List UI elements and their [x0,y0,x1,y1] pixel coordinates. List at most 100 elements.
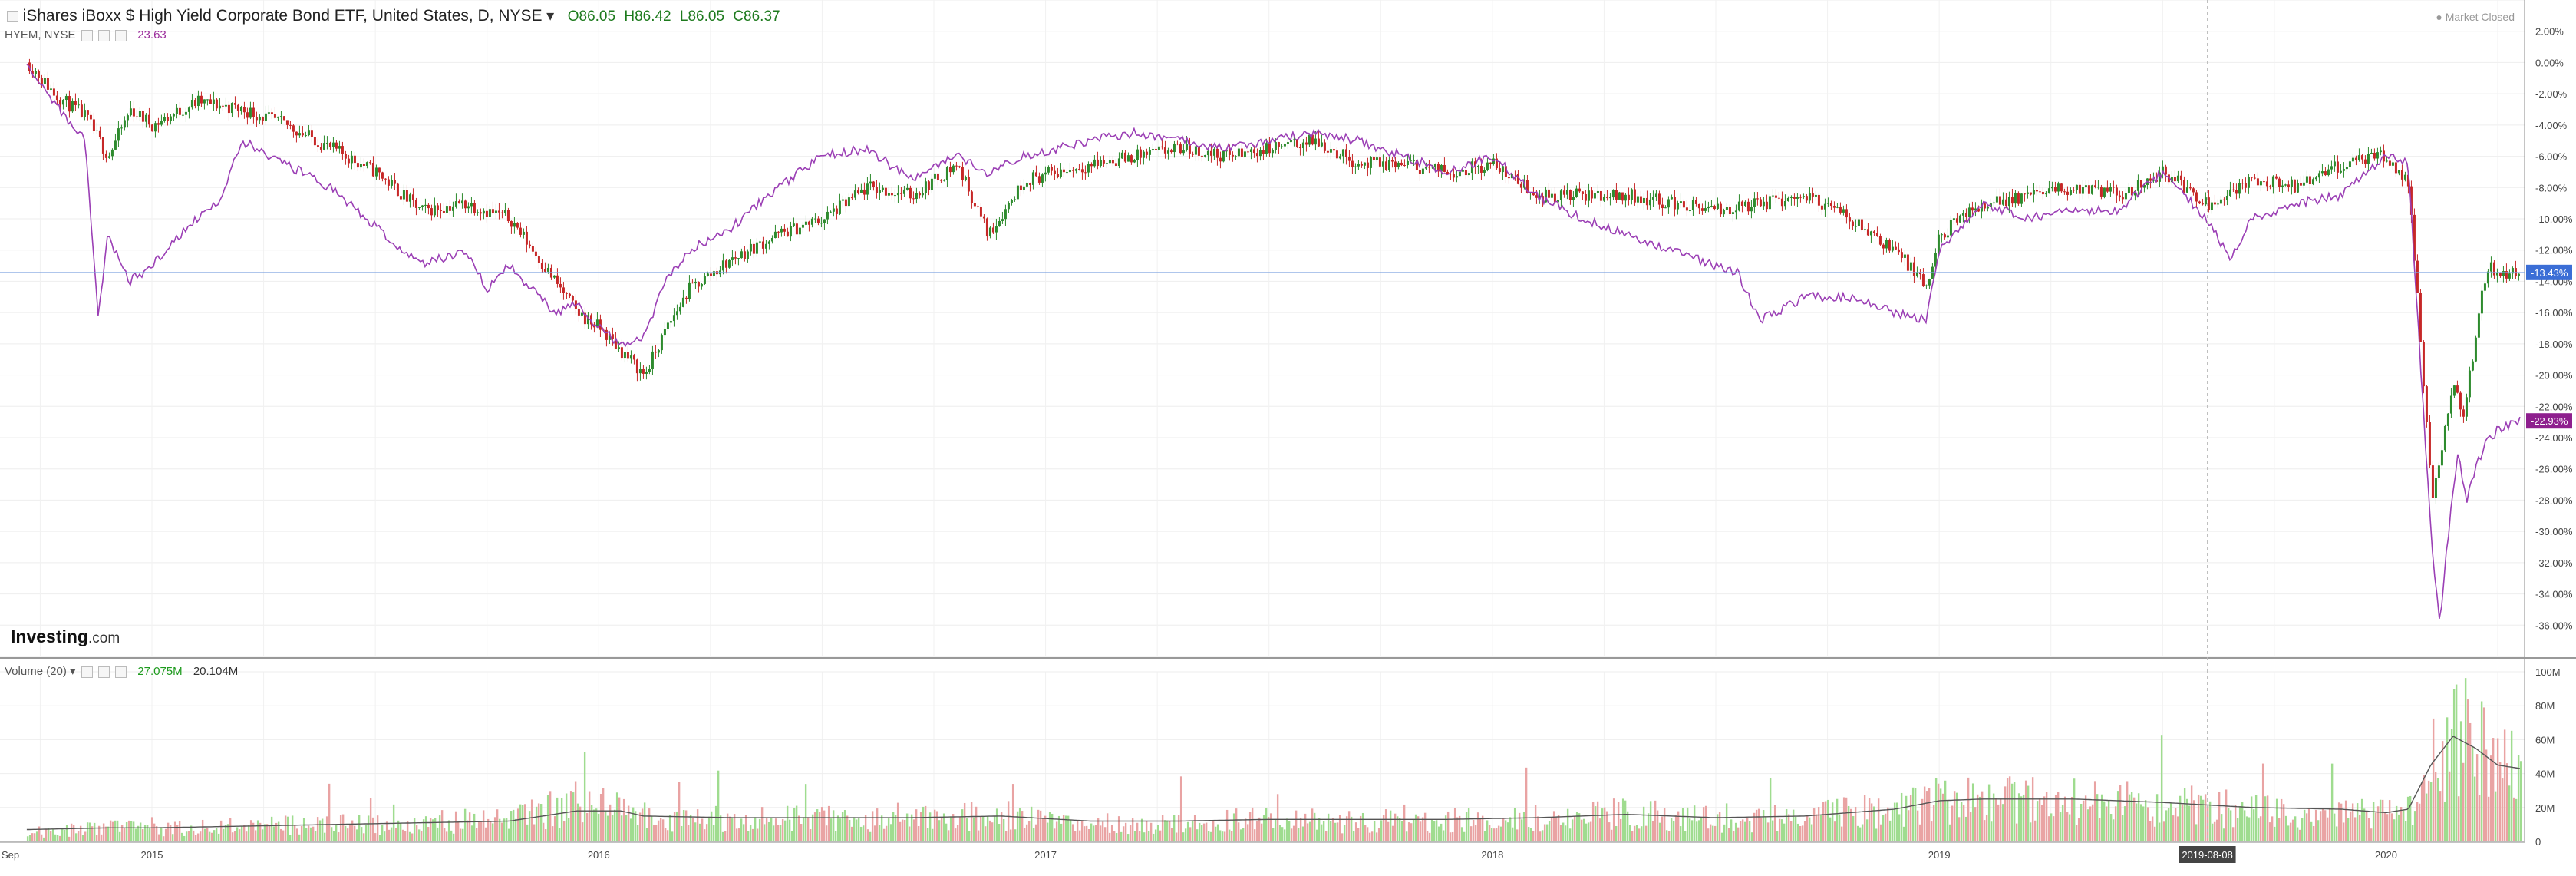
volume-bar [2179,795,2182,841]
volume-bar [2333,813,2336,841]
candle-body [384,178,387,180]
volume-bar [567,818,570,841]
volume-bar [1490,828,1493,841]
candle-body [270,112,273,114]
volume-bar [2425,793,2428,841]
volume-bar [1373,820,1376,841]
x-tick-label: 2016 [588,849,610,861]
candle-body [273,114,276,118]
volume-bar [341,814,345,841]
chevron-down-icon[interactable]: ▾ [70,665,76,678]
volume-bar [2280,798,2283,841]
volume-bar [1944,780,1947,841]
volume-bar [1025,824,1028,841]
volume-bar [2307,808,2310,841]
volume-bar [1078,830,1081,841]
volume-bar [2190,785,2193,841]
volume-bar [1948,824,1951,841]
volume-bar [2450,729,2453,841]
volume-bar [1053,828,1056,841]
volume-bar [1836,798,1839,841]
candle-body [1311,134,1314,145]
volume-bar [111,821,114,841]
volume-bar [1709,824,1712,841]
candle-body [666,322,669,329]
volume-bar [1967,777,1970,841]
volume-bar [116,820,119,841]
volume-bar [351,820,354,841]
candle-body [2271,176,2274,187]
candle-body [795,223,798,235]
eye-icon[interactable] [81,29,93,41]
instrument-title[interactable]: iShares iBoxx $ High Yield Corporate Bon… [22,7,543,25]
volume-bar [150,817,153,841]
volume-bar [2146,807,2149,841]
collapse-icon[interactable] [7,11,18,23]
volume-bar [394,828,397,841]
close-icon[interactable] [115,29,127,41]
volume-bar [454,811,457,841]
eye-icon[interactable] [81,666,93,678]
volume-bar [2305,813,2308,841]
volume-bar [2070,797,2073,841]
volume-bar [696,809,699,841]
volume-bar [1301,826,1304,841]
candle-body [1882,244,1885,249]
candle-body [945,167,948,180]
volume-bar [1840,826,1843,841]
volume-label[interactable]: Volume (20) [5,665,67,678]
volume-bar [604,810,607,841]
volume-bar [609,804,612,841]
volume-bar [2234,805,2237,841]
volume-bar [335,825,338,841]
candle-body [1369,157,1372,168]
volume-bar [2268,822,2271,841]
volume-bar [482,810,485,841]
volume-bar [1476,812,1479,841]
y-tick-label: -24.00% [2535,432,2573,444]
volume-bar [1334,822,1337,841]
candle-body [2416,260,2419,293]
volume-bar [429,818,432,841]
volume-bar [1354,822,1357,841]
volume-bar [378,835,381,841]
volume-bar [558,828,561,841]
chevron-down-icon[interactable]: ▾ [546,8,555,25]
candle-body [338,146,341,149]
volume-bar [2363,808,2366,841]
candle-body [2182,180,2185,193]
close-icon[interactable] [115,666,127,678]
volume-bar [1198,822,1201,841]
volume-bar [549,791,552,841]
candle-body [1455,176,1458,178]
volume-bar [2220,814,2223,841]
candle-body [1955,218,1958,223]
volume-bar [176,825,179,841]
volume-bar [1808,817,1811,841]
volume-bar [1377,828,1380,841]
volume-bar [820,807,823,841]
candle-body [605,329,608,340]
volume-bar [721,831,724,841]
candle-body [467,206,470,209]
volume-bar [1295,810,1298,841]
volume-bar [572,792,575,841]
volume-bar [827,805,830,841]
candle-body [2483,283,2486,291]
volume-bar [2158,822,2161,841]
volume-bar [1232,813,1235,841]
candle-body [964,177,967,180]
volume-bar [1799,825,1802,841]
candle-body [1753,198,1756,207]
volume-bar [1617,802,1620,841]
settings-icon[interactable] [97,29,110,41]
compare-symbol[interactable]: HYEM, NYSE [5,28,76,41]
candle-body [2133,190,2136,196]
volume-bar [1308,821,1311,841]
volume-bar [2208,801,2212,841]
candle-body [749,243,752,252]
volume-bar [1366,827,1369,841]
volume-bar [1778,818,1781,841]
settings-icon[interactable] [97,666,110,678]
